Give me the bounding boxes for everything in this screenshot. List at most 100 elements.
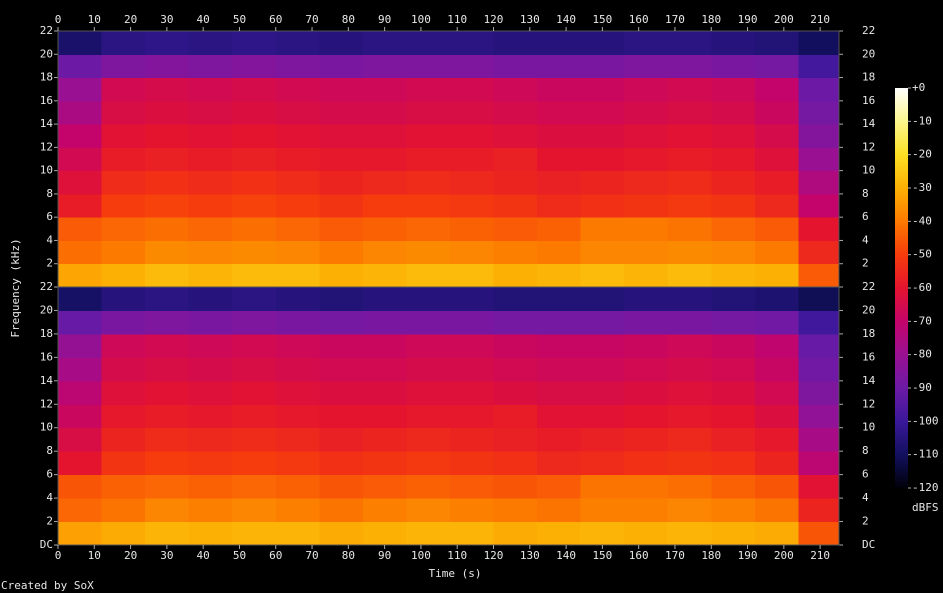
heatmap-cell [362, 333, 407, 358]
heatmap-cell [275, 100, 320, 125]
heatmap-cell [275, 287, 320, 311]
heatmap-cell [145, 404, 190, 429]
colorbar-tick-label: -80 [912, 348, 932, 361]
heatmap-cell [667, 498, 712, 523]
heatmap-cell [754, 124, 799, 148]
heatmap-cell [362, 263, 407, 288]
x-tick-label-top: 130 [520, 13, 540, 26]
heatmap-cell [406, 100, 451, 125]
heatmap-cell [493, 521, 538, 546]
heatmap-cell [754, 521, 799, 546]
heatmap-cell [406, 124, 451, 148]
heatmap-cell [101, 427, 146, 452]
heatmap-cell [754, 31, 799, 55]
heatmap-cell [798, 193, 840, 218]
heatmap-cell [145, 287, 190, 311]
heatmap-cell [275, 427, 320, 452]
y-tick-label-right: 18 [862, 327, 875, 340]
x-tick-label: 140 [556, 549, 576, 562]
heatmap-cell [580, 498, 625, 523]
heatmap-cell [319, 310, 364, 335]
x-tick-label-top: 150 [592, 13, 612, 26]
heatmap-cell [362, 287, 407, 311]
y-tick-label-right: 18 [862, 71, 875, 84]
x-tick-label-top: 20 [124, 13, 137, 26]
x-tick-label-top: 190 [738, 13, 758, 26]
heatmap-cell [798, 54, 840, 79]
heatmap-cell [798, 427, 840, 452]
heatmap-cell [58, 474, 103, 499]
heatmap-cell [537, 217, 582, 241]
colorbar-tick-label: -110 [912, 448, 939, 461]
heatmap-cell [493, 240, 538, 265]
heatmap-cell [449, 31, 495, 55]
heatmap-cell [580, 54, 625, 79]
heatmap-cell [711, 170, 756, 195]
colorbar-tick-label: +0 [912, 81, 925, 94]
heatmap-cell [232, 124, 277, 148]
colorbar-tick-label: -20 [912, 148, 932, 161]
heatmap-cell [145, 240, 190, 265]
heatmap-cell [580, 147, 625, 172]
heatmap-cell [362, 521, 407, 546]
heatmap-cell [275, 147, 320, 172]
heatmap-cell [319, 147, 364, 172]
heatmap-cell [493, 263, 538, 288]
heatmap-cell [275, 451, 320, 476]
y-tick-label: 22 [40, 280, 53, 293]
heatmap-cell [798, 310, 840, 335]
heatmap-cell [275, 217, 320, 241]
heatmap-cell [537, 77, 582, 102]
y-tick-label: 20 [40, 47, 53, 60]
x-tick-label: 0 [55, 549, 62, 562]
heatmap-cell [711, 380, 756, 405]
heatmap-cell [580, 451, 625, 476]
heatmap-cell [58, 54, 103, 79]
heatmap-cell [711, 404, 756, 429]
heatmap-cell [58, 31, 103, 55]
heatmap-cell [145, 474, 190, 499]
heatmap-cell [275, 474, 320, 499]
heatmap-cell [624, 31, 669, 55]
heatmap-cell [188, 100, 233, 125]
heatmap-cell [754, 357, 799, 382]
heatmap-cell [232, 451, 277, 476]
heatmap-cell [667, 263, 712, 288]
y-tick-label-right: 6 [862, 210, 869, 223]
heatmap-cell [754, 380, 799, 405]
y-tick-label-right: 16 [862, 94, 875, 107]
y-tick-label-right: 14 [862, 374, 876, 387]
heatmap-cell [754, 474, 799, 499]
heatmap-cell [101, 404, 146, 429]
heatmap-cell [406, 193, 451, 218]
heatmap-cell [145, 521, 190, 546]
heatmap-cell [493, 100, 538, 125]
heatmap-cell [711, 193, 756, 218]
heatmap-cell [362, 31, 407, 55]
x-tick-label: 110 [447, 549, 467, 562]
y-tick-label: 2 [46, 515, 53, 528]
heatmap-cell [188, 217, 233, 241]
heatmap-cell [449, 521, 495, 546]
heatmap-cell [711, 357, 756, 382]
y-tick-label-right: 8 [862, 187, 869, 200]
heatmap-cell [580, 333, 625, 358]
heatmap-cell [145, 100, 190, 125]
heatmap-cell [449, 498, 495, 523]
heatmap-cell [319, 240, 364, 265]
y-tick-label-right: 16 [862, 350, 875, 363]
heatmap-cell [406, 451, 451, 476]
y-tick-label: 12 [40, 397, 53, 410]
x-tick-label-top: 170 [665, 13, 685, 26]
heatmap-cell [754, 100, 799, 125]
heatmap-cell [580, 240, 625, 265]
heatmap-cell [58, 404, 103, 429]
heatmap-cell [275, 404, 320, 429]
heatmap-cell [232, 240, 277, 265]
x-tick-label-top: 140 [556, 13, 576, 26]
colorbar [895, 88, 908, 488]
x-tick-label: 120 [484, 549, 504, 562]
heatmap-cell [493, 451, 538, 476]
heatmap-cell [406, 404, 451, 429]
